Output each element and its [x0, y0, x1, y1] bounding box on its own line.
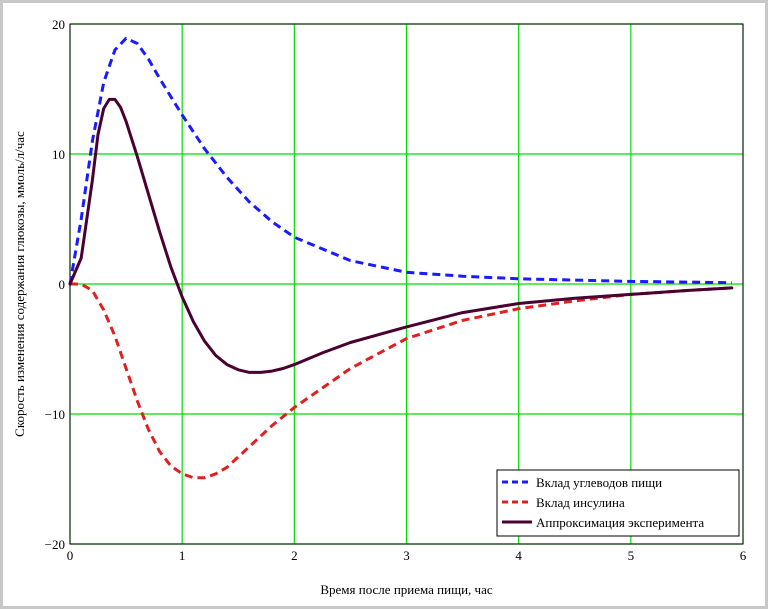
x-tick-label: 1 — [179, 548, 186, 563]
x-tick-label: 3 — [403, 548, 410, 563]
x-tick-label: 6 — [740, 548, 747, 563]
legend: Вклад углеводов пищи Вклад инсулина Аппрок… — [496, 469, 740, 537]
x-tick-label: 2 — [291, 548, 298, 563]
series-group — [68, 36, 734, 480]
y-tick-label: −20 — [45, 537, 65, 552]
x-tick-label: 5 — [628, 548, 635, 563]
y-axis-label: Скорость изменения содержания глюкозы, м… — [12, 131, 27, 437]
y-tick-label: 20 — [52, 17, 65, 32]
legend-box — [496, 469, 740, 537]
series-line-2 — [70, 282, 732, 480]
legend-label: Вклад углеводов пищи — [536, 475, 662, 490]
x-tick-label: 0 — [67, 548, 74, 563]
tick-labels: 0 1 2 3 4 5 6 20 10 0 −10 −20 — [45, 17, 747, 563]
y-tick-label: −10 — [45, 407, 65, 422]
x-tick-label: 4 — [515, 548, 522, 563]
legend-label: Вклад инсулина — [536, 495, 625, 510]
y-tick-label: 10 — [52, 147, 65, 162]
series-line-1 — [68, 36, 732, 285]
series-line-3 — [68, 97, 734, 374]
y-tick-label: 0 — [59, 277, 66, 292]
legend-label: Аппроксимация эксперимента — [536, 515, 704, 530]
x-axis-label: Время после приема пищи, час — [320, 582, 492, 597]
grid — [69, 23, 744, 545]
